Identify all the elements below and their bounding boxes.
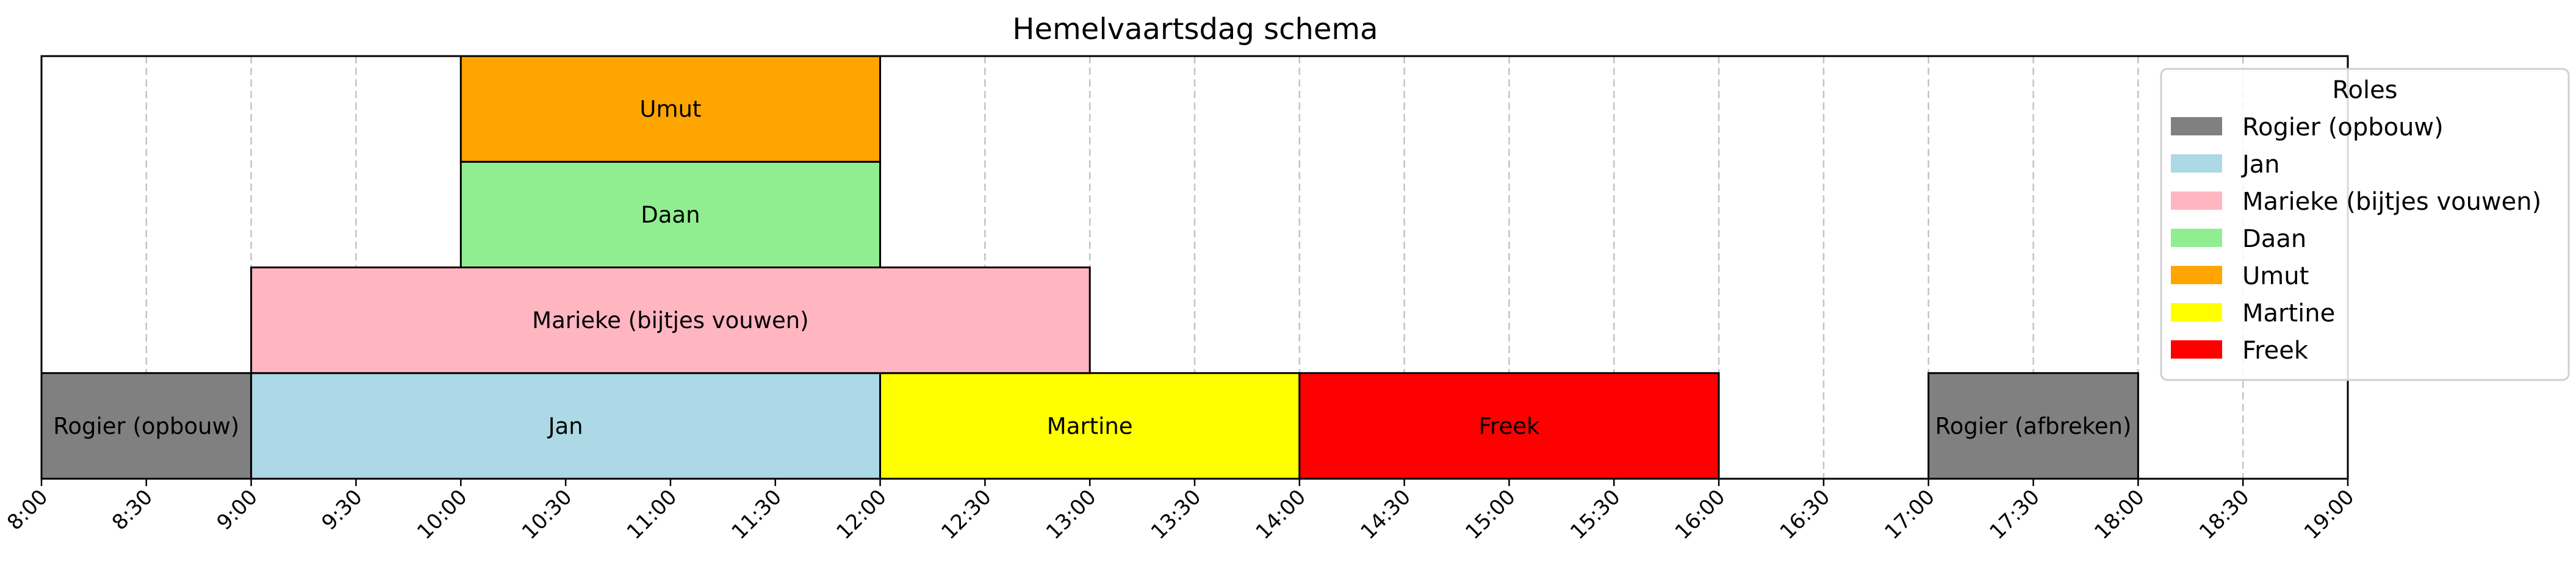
legend-label: Daan bbox=[2242, 225, 2306, 253]
x-tick-label: 11:00 bbox=[622, 485, 682, 545]
x-tick-label: 8:30 bbox=[107, 485, 157, 535]
legend: Roles Rogier (opbouw) Jan Marieke (bijtjes … bbox=[2160, 68, 2570, 381]
legend-swatch bbox=[2171, 117, 2222, 135]
x-tick-label: 16:30 bbox=[1775, 485, 1835, 545]
legend-label: Marieke (bijtjes vouwen) bbox=[2242, 188, 2541, 216]
chart-title: Hemelvaartsdag schema bbox=[1012, 12, 1378, 46]
x-tick-label: 15:00 bbox=[1461, 485, 1520, 545]
x-tick-label: 18:00 bbox=[2090, 485, 2150, 545]
x-tick-label: 19:00 bbox=[2300, 485, 2359, 545]
legend-box bbox=[2160, 68, 2570, 381]
x-tick-label: 12:00 bbox=[832, 485, 891, 545]
x-axis: 8:00 8:30 9:00 9:30 10:00 10:30 11:00 11:30 12:0… bbox=[2, 479, 2359, 545]
x-tick-label: 12:30 bbox=[937, 485, 996, 545]
legend-swatch bbox=[2171, 191, 2222, 210]
bar-label: Rogier (afbreken) bbox=[1935, 413, 2132, 439]
bar-label: Umut bbox=[639, 96, 701, 123]
legend-swatch bbox=[2171, 340, 2222, 359]
legend-swatch bbox=[2171, 229, 2222, 247]
gantt-bar bbox=[1298, 372, 1720, 480]
bar-label: Rogier (opbouw) bbox=[53, 413, 239, 439]
legend-label: Freek bbox=[2242, 337, 2309, 365]
x-tick-label: 13:30 bbox=[1146, 485, 1206, 545]
legend-swatch bbox=[2171, 266, 2222, 284]
x-tick-label: 8:00 bbox=[2, 485, 52, 535]
gantt-bar bbox=[1927, 372, 2139, 480]
bar-label: Marieke (bijtjes vouwen) bbox=[532, 307, 808, 334]
x-tick-label: 11:30 bbox=[727, 485, 787, 545]
gantt-bar bbox=[459, 160, 882, 268]
x-tick-label: 15:30 bbox=[1566, 485, 1625, 545]
legend-label: Rogier (opbouw) bbox=[2242, 113, 2444, 141]
x-tick-label: 9:00 bbox=[212, 485, 262, 535]
x-tick-label: 16:00 bbox=[1671, 485, 1730, 545]
gantt-bar bbox=[459, 55, 882, 163]
bar-label: Daan bbox=[641, 202, 700, 228]
gantt-bar bbox=[250, 267, 1091, 374]
x-tick-label: 13:00 bbox=[1042, 485, 1101, 545]
gantt-bar bbox=[250, 372, 882, 480]
gantt-bars: Rogier (opbouw) Jan Martine Freek Rogier (af… bbox=[40, 55, 2139, 480]
x-tick-label: 18:30 bbox=[2195, 485, 2254, 545]
x-tick-label: 17:00 bbox=[1880, 485, 1940, 545]
bar-label: Martine bbox=[1047, 413, 1133, 439]
legend-label: Jan bbox=[2240, 151, 2280, 179]
bar-label: Freek bbox=[1478, 413, 1540, 439]
gantt-bar bbox=[879, 372, 1301, 480]
x-tick-label: 14:30 bbox=[1356, 485, 1416, 545]
legend-swatch bbox=[2171, 303, 2222, 321]
legend-title: Roles bbox=[2332, 76, 2397, 104]
x-tick-label: 14:00 bbox=[1251, 485, 1311, 545]
legend-label: Umut bbox=[2242, 262, 2309, 290]
x-tick-label: 10:30 bbox=[517, 485, 577, 545]
x-tick-label: 10:00 bbox=[412, 485, 472, 545]
legend-label: Martine bbox=[2242, 299, 2335, 327]
bar-label: Jan bbox=[547, 413, 583, 439]
legend-swatch bbox=[2171, 154, 2222, 173]
x-tick-label: 17:30 bbox=[1985, 485, 2045, 545]
x-tick-label: 9:30 bbox=[317, 485, 367, 535]
